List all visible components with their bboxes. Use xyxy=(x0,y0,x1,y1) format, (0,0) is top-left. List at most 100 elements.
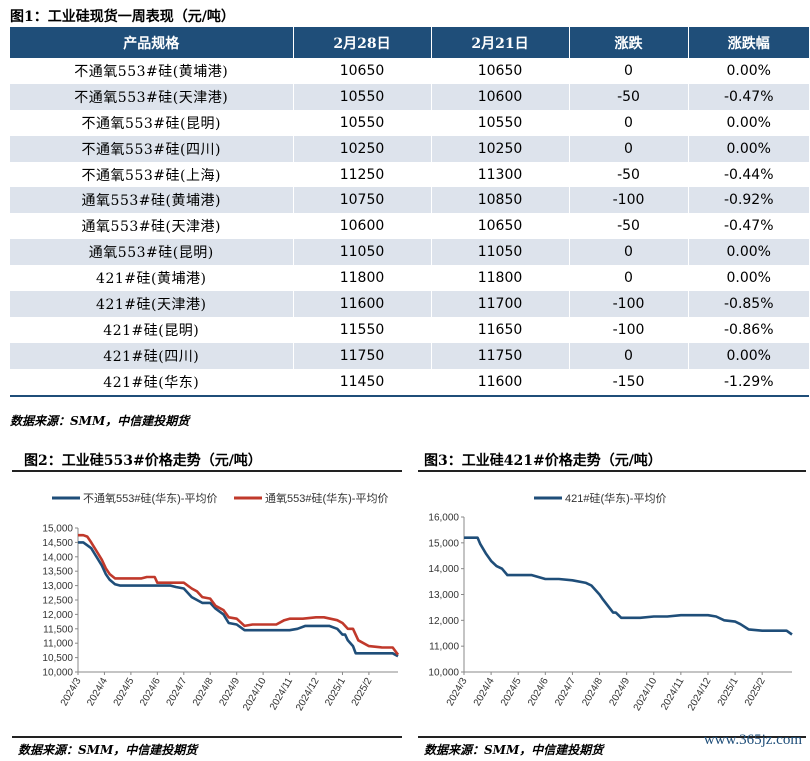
table-cell: 10550 xyxy=(293,109,432,136)
table-cell: -1.29% xyxy=(688,368,809,396)
table-cell: 11050 xyxy=(431,239,570,266)
y-tick-label: 14,000 xyxy=(42,552,73,563)
chart-553-price-trend: 10,000 10,500 11,000 11,500 12,000 12,500 13,0… xyxy=(42,491,400,713)
table-title: 图1：工业硅现货一周表现（元/吨） xyxy=(10,9,235,25)
table-cell: 10550 xyxy=(293,83,432,110)
table-cell: 10250 xyxy=(293,135,432,162)
price-table: 产品规格 2月28日 2月21日 涨跌 涨跌幅 不通氧553#硅(黄埔港) 10650 10… xyxy=(10,27,809,397)
table-row: 不通氧553#硅(昆明) 10550 10550 0 0.00% xyxy=(10,109,809,136)
table-cell: 11800 xyxy=(431,265,570,292)
x-tick-label: 2024/9 xyxy=(607,676,632,708)
table-cell: 通氧553#硅(昆明) xyxy=(10,239,294,266)
y-tick-label: 10,500 xyxy=(42,653,73,664)
table-cell: 0 xyxy=(569,342,689,369)
table-cell: 0.00% xyxy=(688,342,809,369)
table-cell: 421#硅(黄埔港) xyxy=(10,265,294,292)
table-row: 不通氧553#硅(四川) 10250 10250 0 0.00% xyxy=(10,135,809,162)
table-cell: 421#硅(昆明) xyxy=(10,316,294,343)
table-cell: 0.00% xyxy=(688,58,809,84)
x-tick-label: 2024/7 xyxy=(165,676,190,708)
table-cell: 0 xyxy=(569,239,689,266)
table-header-row: 产品规格 2月28日 2月21日 涨跌 涨跌幅 xyxy=(10,27,809,58)
table-cell: -0.47% xyxy=(688,83,809,110)
table-cell: 不通氧553#硅(昆明) xyxy=(10,109,294,136)
table-cell: 通氧553#硅(天津港) xyxy=(10,213,294,240)
table-cell: 0 xyxy=(569,265,689,292)
chart1-title-rule xyxy=(12,470,402,472)
table-cell: 11650 xyxy=(431,316,570,343)
table-cell: -50 xyxy=(569,213,689,240)
y-tick-label: 12,000 xyxy=(42,610,73,621)
y-tick-label: 11,000 xyxy=(43,639,73,650)
x-tick-label: 2024/5 xyxy=(499,676,524,708)
series-line-1 xyxy=(78,541,399,658)
table-cell: 0 xyxy=(569,58,689,84)
legend-label: 不通氧553#硅(华东)-平均价 xyxy=(83,491,217,505)
table-cell: 10650 xyxy=(431,58,570,84)
table-source-note: 数据来源：SMM，中信建投期货 xyxy=(10,414,190,428)
y-tick-label: 13,000 xyxy=(428,590,459,601)
legend-label: 通氧553#硅(华东)-平均价 xyxy=(265,491,388,505)
x-tick-label: 2025/2 xyxy=(743,676,768,708)
table-header-cell: 2月28日 xyxy=(293,27,432,58)
table-cell: 不通氧553#硅(四川) xyxy=(10,135,294,162)
legend-label: 421#硅(华东)-平均价 xyxy=(565,491,666,505)
y-tick-label: 10,000 xyxy=(428,668,459,679)
table-cell: 不通氧553#硅(天津港) xyxy=(10,83,294,110)
table-cell: 10650 xyxy=(293,58,432,84)
table-cell: 0 xyxy=(569,109,689,136)
series-line-1 xyxy=(464,536,793,636)
table-row: 421#硅(天津港) 11600 11700 -100 -0.85% xyxy=(10,291,809,317)
table-cell: 不通氧553#硅(黄埔港) xyxy=(10,58,294,84)
table-row: 421#硅(华东) 11450 11600 -150 -1.29% xyxy=(10,368,809,396)
x-tick-label: 2024/8 xyxy=(191,676,216,708)
table-cell: 10600 xyxy=(431,83,570,110)
x-tick-label: 2025/2 xyxy=(350,676,375,708)
table-cell: -0.92% xyxy=(688,187,809,214)
table-row: 不通氧553#硅(上海) 11250 11300 -50 -0.44% xyxy=(10,161,809,188)
x-tick-label: 2024/4 xyxy=(85,676,110,708)
table-cell: 10850 xyxy=(431,187,570,214)
y-tick-label: 12,500 xyxy=(42,596,73,607)
table-cell: 11600 xyxy=(293,291,432,317)
table-row: 421#硅(黄埔港) 11800 11800 0 0.00% xyxy=(10,265,809,292)
table-cell: 10250 xyxy=(431,135,570,162)
table-cell: 11450 xyxy=(293,368,432,396)
table-cell: -150 xyxy=(569,368,689,396)
x-tick-label: 2024/4 xyxy=(472,676,497,708)
chart1-source-note: 数据来源：SMM，中信建投期货 xyxy=(18,743,198,757)
x-tick-label: 2024/12 xyxy=(294,676,322,713)
table-row: 不通氧553#硅(天津港) 10550 10600 -50 -0.47% xyxy=(10,83,809,110)
table-cell: 10750 xyxy=(293,187,432,214)
y-tick-label: 11,500 xyxy=(43,624,73,635)
table-row: 421#硅(昆明) 11550 11650 -100 -0.86% xyxy=(10,316,809,343)
table-cell: 421#硅(天津港) xyxy=(10,291,294,317)
table-cell: -100 xyxy=(569,187,689,214)
y-tick-label: 10,000 xyxy=(42,668,73,679)
x-tick-label: 2025/1 xyxy=(716,676,741,708)
table-cell: 11250 xyxy=(293,161,432,188)
x-tick-label: 2024/12 xyxy=(686,676,714,713)
chart1-source-rule xyxy=(12,736,402,738)
x-tick-label: 2024/5 xyxy=(112,676,137,708)
table-cell: 10650 xyxy=(431,213,570,240)
table-cell: 0.00% xyxy=(688,109,809,136)
x-tick-label: 2024/6 xyxy=(526,676,551,708)
table-cell: 0 xyxy=(569,135,689,162)
y-tick-label: 11,000 xyxy=(429,642,459,653)
chart2-source-rule xyxy=(418,736,806,738)
x-tick-label: 2024/6 xyxy=(138,676,163,708)
table-cell: 0.00% xyxy=(688,135,809,162)
table-row: 421#硅(四川) 11750 11750 0 0.00% xyxy=(10,342,809,369)
table-cell: 421#硅(四川) xyxy=(10,342,294,369)
table-cell: 11750 xyxy=(431,342,570,369)
site-watermark: www.365jz.com xyxy=(703,732,802,748)
table-cell: -50 xyxy=(569,161,689,188)
table-cell: 11050 xyxy=(293,239,432,266)
table-header-cell: 涨跌幅 xyxy=(688,27,809,58)
table-cell: 11550 xyxy=(293,316,432,343)
x-tick-label: 2024/3 xyxy=(59,676,84,708)
table-cell: 11600 xyxy=(431,368,570,396)
x-tick-label: 2024/3 xyxy=(445,676,470,708)
table-cell: -50 xyxy=(569,83,689,110)
